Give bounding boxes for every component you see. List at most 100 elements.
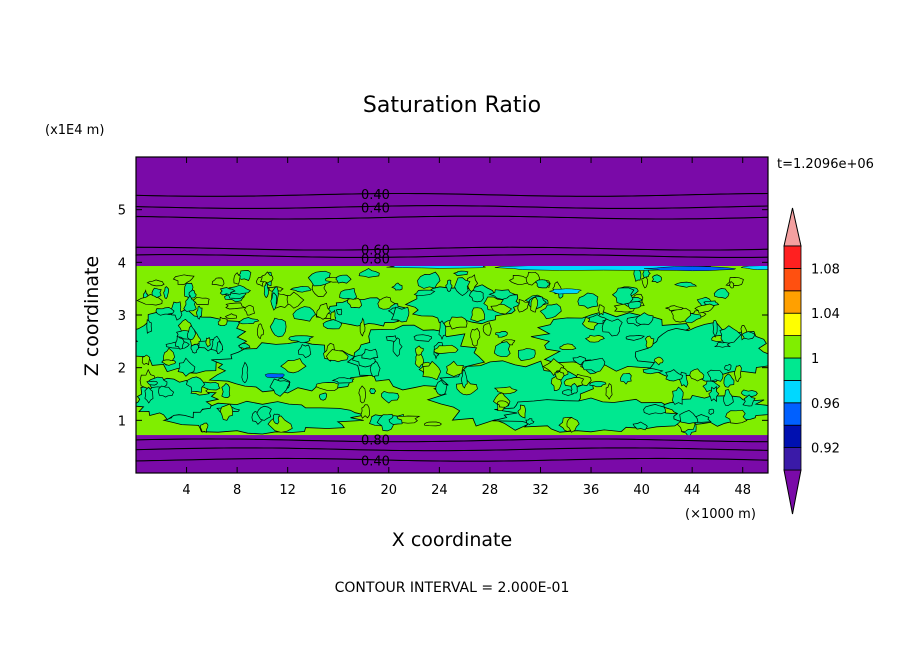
noise-cell: [495, 331, 508, 338]
colorbar-segment: [783, 267, 802, 292]
noise-cell: [724, 363, 732, 372]
noise-cell: [146, 279, 165, 287]
noise-cell: [185, 376, 206, 393]
x-tick-label: 16: [330, 483, 347, 498]
noise-cell: [413, 334, 432, 342]
x-tick-label: 20: [381, 483, 398, 498]
noise-cell: [391, 282, 403, 291]
contour-line: [135, 192, 769, 197]
noise-cell: [508, 275, 529, 286]
x-tick-label: 32: [532, 483, 549, 498]
noise-cell: [219, 403, 233, 421]
x-tick-label: 24: [431, 483, 448, 498]
noise-cell: [643, 404, 666, 415]
noise-cell: [376, 413, 395, 432]
noise-cell: [517, 299, 530, 313]
noise-cell: [559, 343, 577, 350]
noise-cell: [694, 303, 715, 314]
colorbar-segment: [783, 357, 802, 381]
noise-cell: [530, 297, 538, 313]
x-tick-label: 44: [684, 483, 701, 498]
noise-cell: [325, 349, 349, 363]
contour-lines: [135, 192, 769, 462]
colorbar-segment: [783, 447, 802, 471]
noise-cell: [449, 316, 468, 330]
contour-line: [135, 246, 769, 251]
noise-cell: [635, 312, 654, 325]
low-saturation-streak: [644, 266, 737, 272]
contour-line: [135, 205, 769, 209]
noise-cell: [322, 319, 343, 330]
noise-cell: [269, 378, 291, 397]
noise-cell: [500, 339, 516, 346]
noise-cell: [369, 387, 377, 395]
colorbar-legend: 0.92 0.96 1 1.04 1.08: [783, 207, 840, 515]
x-tick-label: 4: [182, 483, 190, 498]
noise-cell: [417, 271, 441, 289]
noise-cell: [525, 418, 535, 426]
noise-cell: [482, 322, 492, 336]
colorbar-tick-label: 0.92: [811, 442, 840, 457]
low-saturation-streak: [740, 266, 768, 270]
x-tick-label: 28: [482, 483, 499, 498]
noise-cell: [653, 356, 664, 366]
plot-area: 0.400.400.600.800.800.40: [135, 156, 769, 474]
noise-cell: [146, 380, 158, 386]
noise-cell: [347, 297, 362, 309]
noise-cell: [470, 307, 485, 323]
noise-cell: [205, 336, 211, 348]
noise-cell: [517, 404, 526, 419]
noise-cell: [377, 296, 396, 310]
noise-cell: [644, 335, 655, 349]
noise-cell: [217, 316, 228, 327]
noise-cell: [396, 415, 421, 424]
noise-cell: [270, 292, 277, 311]
colorbar-segment: [783, 335, 802, 359]
noise-cell: [589, 381, 607, 388]
noise-cell: [566, 416, 580, 433]
noise-cell: [238, 342, 251, 350]
noise-cell: [151, 287, 162, 298]
noise-cell: [433, 344, 459, 354]
colorbar-segment: [783, 379, 802, 404]
noise-cell: [414, 350, 424, 369]
noise-cell: [438, 320, 447, 341]
noise-cell: [360, 404, 370, 419]
colorbar-tick-label: 1: [811, 352, 819, 367]
noise-cell: [723, 373, 735, 388]
x-axis-unit: (×1000 m): [685, 507, 756, 522]
noise-cell: [211, 277, 225, 287]
noise-cell: [146, 319, 153, 334]
field-patches: [136, 266, 768, 436]
noise-cell: [723, 388, 734, 406]
noise-cell: [468, 290, 484, 303]
low-saturation-streak: [386, 266, 486, 269]
noise-cell: [445, 360, 464, 377]
noise-cell: [601, 318, 623, 337]
noise-cell: [195, 305, 203, 320]
noise-cell: [620, 372, 632, 385]
noise-cell: [358, 385, 366, 404]
colorbar-below-triangle: [783, 469, 802, 515]
noise-cell: [369, 360, 381, 378]
noise-cell: [200, 422, 209, 433]
x-tick-label: 12: [279, 483, 296, 498]
noise-cell: [611, 287, 635, 305]
noise-cell: [454, 277, 471, 297]
contour-label: 0.80: [361, 253, 390, 268]
noise-cell: [554, 370, 565, 381]
y-tick-label: 3: [118, 309, 126, 324]
y-axis-unit: (x1E4 m): [45, 123, 104, 138]
y-tick-label: 4: [118, 256, 126, 271]
contour-label: 0.40: [361, 202, 390, 217]
noise-cell: [625, 335, 645, 341]
noise-cell: [256, 323, 264, 340]
noise-cell: [190, 343, 199, 354]
noise-cell: [244, 304, 255, 316]
noise-cell: [435, 379, 448, 396]
noise-cell: [144, 386, 154, 404]
y-tick-label: 5: [118, 204, 126, 219]
contour-label: 0.40: [361, 454, 390, 469]
noise-cell: [488, 289, 516, 300]
